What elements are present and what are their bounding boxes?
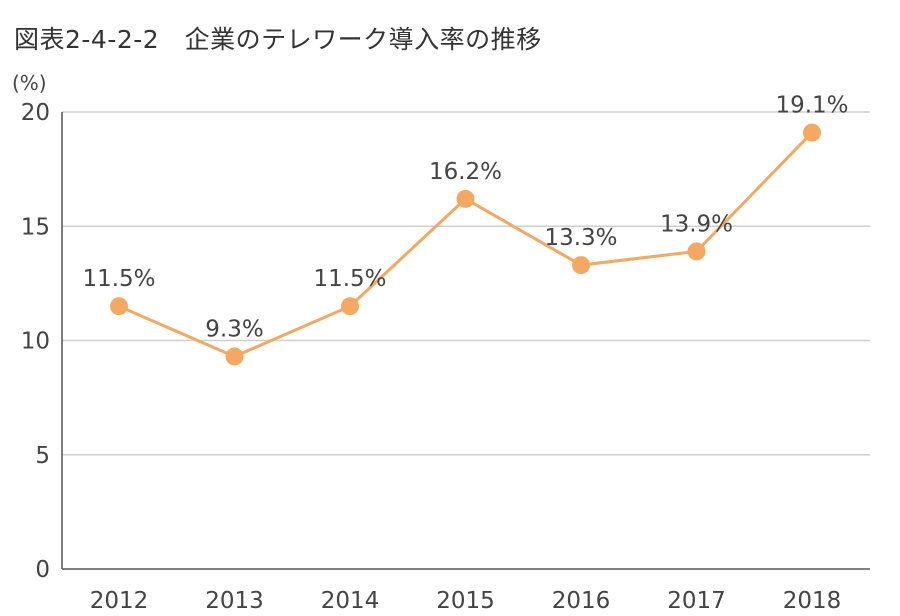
data-label-2016: 13.3%: [544, 225, 617, 251]
y-axis-ticks: 0 5 10 15 20: [21, 100, 50, 583]
y-tick-label-10: 10: [21, 329, 50, 355]
x-tick-label-2012: 2012: [90, 588, 149, 614]
x-tick-label-2014: 2014: [321, 588, 380, 614]
data-points: [110, 123, 821, 366]
data-labels: 11.5% 9.3% 11.5% 16.2% 13.3% 13.9% 19.1%: [82, 93, 848, 343]
x-tick-label-2015: 2015: [436, 588, 495, 614]
x-tick-label-2017: 2017: [667, 588, 726, 614]
data-label-2013: 9.3%: [205, 316, 263, 342]
x-tick-label-2018: 2018: [783, 588, 842, 614]
data-point-2017: [687, 242, 706, 261]
x-axis-ticks: 2012 2013 2014 2015 2016 2017 2018: [90, 588, 842, 614]
x-tick-label-2016: 2016: [552, 588, 611, 614]
data-label-2017: 13.9%: [660, 211, 733, 237]
data-point-2013: [225, 347, 244, 366]
y-axis-unit-label: (%): [12, 71, 47, 95]
data-label-2015: 16.2%: [429, 159, 502, 185]
data-label-2014: 11.5%: [313, 266, 386, 292]
data-label-2012: 11.5%: [82, 266, 155, 292]
y-tick-label-20: 20: [21, 100, 50, 126]
y-tick-label-5: 5: [35, 443, 50, 469]
axes: [61, 112, 870, 570]
chart-title: 図表2-4-2-2 企業のテレワーク導入率の推移: [14, 25, 542, 54]
data-point-2016: [572, 256, 590, 275]
grid-lines: [62, 111, 870, 456]
data-point-2018: [803, 123, 821, 142]
y-tick-label-15: 15: [21, 214, 50, 240]
data-point-2015: [456, 189, 475, 208]
data-point-2012: [110, 297, 128, 316]
x-tick-label-2013: 2013: [205, 588, 264, 614]
y-tick-label-0: 0: [35, 557, 50, 583]
data-point-2014: [341, 297, 359, 316]
data-label-2018: 19.1%: [775, 93, 848, 119]
